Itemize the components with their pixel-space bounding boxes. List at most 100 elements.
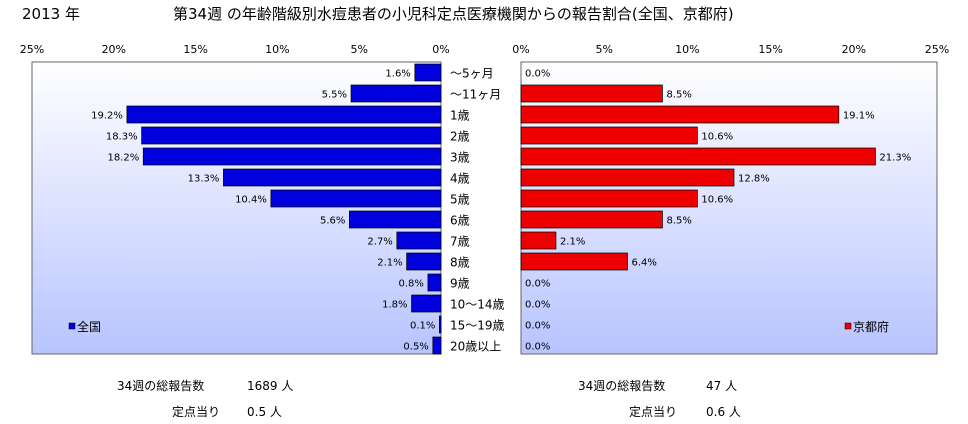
right-axis-tick-label: 15% (758, 43, 782, 56)
national-legend: 全国 (68, 319, 101, 334)
kyoto-bar (520, 126, 698, 145)
year-label: 2013 年 (22, 5, 80, 23)
kyoto-total-label: 34週の総報告数 (578, 379, 666, 393)
national-per-site-value: 0.5 人 (247, 405, 282, 419)
kyoto-data-label: 0.0% (525, 279, 550, 290)
age-category-label: 8歳 (450, 256, 470, 270)
kyoto-bar (520, 189, 698, 208)
national-bar (350, 84, 442, 103)
age-category-label: 1歳 (450, 109, 470, 123)
kyoto-bar (520, 105, 840, 124)
national-bar (432, 336, 442, 355)
national-legend-label: 全国 (77, 319, 101, 334)
left-axis-tick-label: 15% (183, 43, 207, 56)
national-bars (126, 63, 442, 355)
kyoto-bar (520, 231, 557, 250)
national-bar (270, 189, 442, 208)
national-data-label: 2.7% (367, 237, 392, 248)
national-bar (439, 315, 442, 334)
kyoto-total-value: 47 人 (706, 379, 738, 393)
national-data-label: 2.1% (377, 258, 402, 269)
kyoto-data-label: 12.8% (738, 174, 770, 185)
kyoto-data-label: 6.4% (631, 258, 656, 269)
kyoto-legend-label: 京都府 (853, 319, 889, 334)
national-data-label: 0.5% (403, 342, 428, 353)
left-axis-tick-label: 5% (350, 43, 367, 56)
left-axis-tick-label: 25% (20, 43, 44, 56)
age-category-label: 7歳 (450, 235, 470, 249)
kyoto-bar (520, 147, 876, 166)
age-category-label: 15～19歳 (450, 319, 505, 333)
kyoto-data-label: 0.0% (525, 321, 550, 332)
national-legend-swatch (68, 322, 76, 330)
left-axis-tick-label: 0% (432, 43, 449, 56)
kyoto-data-label: 0.0% (525, 342, 550, 353)
national-data-label: 1.6% (385, 69, 410, 80)
national-bar (427, 273, 442, 292)
kyoto-data-label: 10.6% (701, 195, 733, 206)
kyoto-per-site-value: 0.6 人 (706, 405, 741, 419)
kyoto-legend-swatch (844, 322, 852, 330)
national-bar (141, 126, 442, 145)
left-axis-ticks: 25% 20% 15% 10% 5% 0% (20, 43, 450, 56)
chart-title: 第34週 の年齢階級別水痘患者の小児科定点医療機関からの報告割合(全国、京都府) (173, 5, 734, 23)
kyoto-data-labels: 0.0% 8.5% 19.1% 10.6% 21.3% 12.8% 10.6% 8.5% 2.1… (525, 69, 911, 353)
right-axis-tick-label: 25% (925, 43, 949, 56)
kyoto-data-label: 8.5% (666, 90, 691, 101)
national-data-label: 13.3% (188, 174, 220, 185)
national-data-label: 0.8% (399, 279, 424, 290)
national-bar (142, 147, 442, 166)
right-axis-ticks: 0% 5% 10% 15% 20% 25% (512, 43, 949, 56)
national-data-label: 18.3% (106, 132, 138, 143)
kyoto-bar (520, 168, 735, 187)
kyoto-data-label: 2.1% (560, 237, 585, 248)
national-data-label: 10.4% (235, 195, 267, 206)
kyoto-data-label: 0.0% (525, 69, 550, 80)
national-data-label: 19.2% (91, 111, 123, 122)
kyoto-data-label: 0.0% (525, 300, 550, 311)
national-bar (411, 294, 442, 313)
left-axis-tick-label: 10% (265, 43, 289, 56)
left-axis-tick-label: 20% (102, 43, 126, 56)
national-total-label: 34週の総報告数 (117, 379, 205, 393)
age-category-label: ～5ヶ月 (450, 67, 494, 81)
national-bar (396, 231, 442, 250)
right-axis-tick-label: 0% (512, 43, 529, 56)
national-data-label: 5.5% (322, 90, 347, 101)
age-category-label: 10～14歳 (450, 298, 505, 312)
kyoto-data-label: 10.6% (701, 132, 733, 143)
age-category-labels: ～5ヶ月 ～11ヶ月 1歳 2歳 3歳 4歳 5歳 6歳 7歳 8歳 9歳 10～14歳 15～19歳 2… (450, 67, 505, 354)
age-category-label: ～11ヶ月 (450, 88, 501, 102)
national-bar (223, 168, 442, 187)
national-total-value: 1689 人 (247, 379, 294, 393)
kyoto-bar (520, 210, 663, 229)
kyoto-bar (520, 84, 663, 103)
national-per-site-label: 定点当り (172, 405, 221, 419)
age-category-label: 6歳 (450, 214, 470, 228)
national-data-label: 5.6% (320, 216, 345, 227)
age-category-label: 5歳 (450, 193, 470, 207)
right-axis-tick-label: 5% (595, 43, 612, 56)
national-bar (414, 63, 442, 82)
national-data-label: 1.8% (382, 300, 407, 311)
kyoto-bar (520, 252, 628, 271)
age-category-label: 3歳 (450, 151, 470, 165)
national-bar (406, 252, 442, 271)
national-data-label: 0.1% (410, 321, 435, 332)
national-data-label: 18.2% (107, 153, 139, 164)
right-axis-tick-label: 10% (675, 43, 699, 56)
right-axis-tick-label: 20% (842, 43, 866, 56)
kyoto-legend: 京都府 (844, 319, 889, 334)
age-category-label: 2歳 (450, 130, 470, 144)
kyoto-per-site-label: 定点当り (629, 405, 678, 419)
national-bar (126, 105, 442, 124)
kyoto-data-label: 19.1% (843, 111, 875, 122)
national-data-labels: 1.6% 5.5% 19.2% 18.3% 18.2% 13.3% 10.4% 5.6% 2.7… (91, 69, 435, 353)
kyoto-data-label: 8.5% (666, 216, 691, 227)
kyoto-bars (520, 84, 876, 271)
age-category-label: 20歳以上 (450, 340, 501, 354)
age-category-label: 4歳 (450, 172, 470, 186)
age-category-label: 9歳 (450, 277, 470, 291)
national-bar (349, 210, 442, 229)
